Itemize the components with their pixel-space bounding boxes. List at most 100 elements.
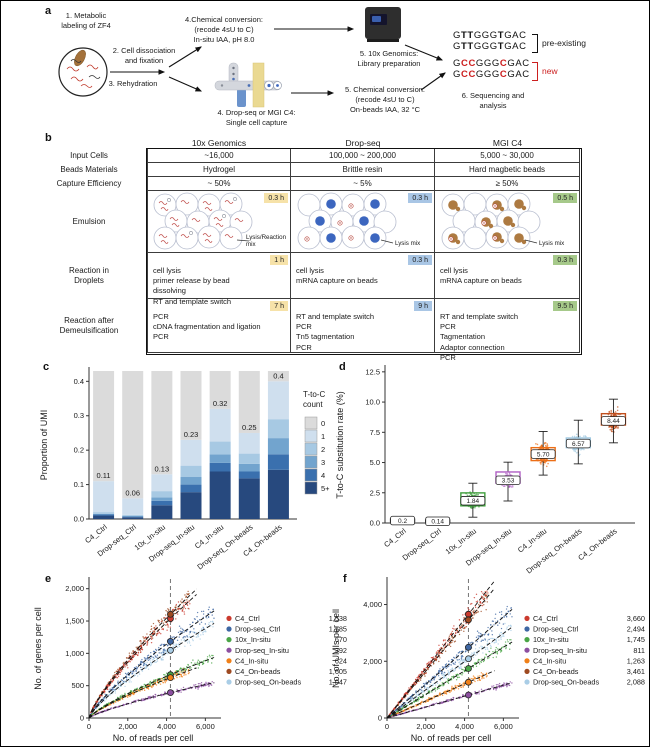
workflow-arrows — [110, 26, 446, 96]
svg-text:8.44: 8.44 — [607, 418, 620, 425]
time-tag: 0.3 h — [408, 255, 432, 266]
preexisting-label: pre-existing — [542, 38, 586, 48]
svg-text:0.1: 0.1 — [74, 480, 84, 489]
time-tag: 7 h — [270, 301, 288, 312]
cell-emulsion-dropseq: Lysis mix 0.3 h — [291, 191, 435, 253]
sequence-preexisting-read-1: GTTGGGTGAC — [453, 30, 527, 41]
svg-text:1,263: 1,263 — [627, 656, 645, 665]
svg-text:0.2: 0.2 — [74, 446, 84, 455]
time-tag: 1 h — [270, 255, 288, 266]
row-label-capture-efficiency: Capture Efficiency — [56, 179, 122, 188]
svg-text:1,538: 1,538 — [329, 614, 347, 623]
svg-text:10x_In-situ: 10x_In-situ — [444, 526, 478, 556]
time-tag: 0.3 h — [553, 255, 577, 266]
svg-text:0.0: 0.0 — [370, 519, 380, 528]
panel-c-label: c — [43, 361, 50, 373]
svg-text:count: count — [303, 400, 323, 409]
boxplot-svg: 0.0 2.5 5.0 7.5 10.0 12.5 T-to-C substitution … — [335, 365, 635, 575]
svg-text:Drop-seq_Ctrl: Drop-seq_Ctrl — [401, 526, 444, 562]
svg-text:4: 4 — [321, 471, 325, 480]
svg-text:Lysis mix: Lysis mix — [539, 240, 565, 247]
step-2-cell-dissociation: 2. Cell dissociation and fixation — [112, 46, 176, 65]
preexisting-bracket — [532, 34, 538, 53]
svg-text:0.4: 0.4 — [273, 371, 283, 380]
droplet-chip-icon — [214, 62, 282, 108]
cell-capture-dropseq: ~ 5% — [291, 177, 435, 191]
svg-text:C4_On-beads: C4_On-beads — [235, 667, 281, 676]
svg-text:0: 0 — [321, 419, 325, 428]
svg-text:1.84: 1.84 — [467, 498, 480, 505]
svg-text:No. of UMIs per cell: No. of UMIs per cell — [331, 609, 341, 688]
time-tag: 0.5 h — [553, 193, 577, 204]
step-1-metabolic-labeling: 1. Metabolic labeling of ZF4 — [61, 11, 111, 30]
column-header-mgi-c4: MGI C4 — [492, 137, 523, 148]
step-4-dropseq-mgi-capture: 4. Drop-seq or MGI C4: Single cell captu… — [217, 108, 296, 127]
reaction-steps: cell lysis mRNA capture on beads — [440, 266, 522, 286]
svg-text:4,000: 4,000 — [455, 722, 474, 731]
svg-text:4,000: 4,000 — [363, 600, 382, 609]
svg-text:1,500: 1,500 — [65, 617, 84, 626]
cell-emulsion-10x: Lysis/Reaction mix 0.3 h — [147, 191, 291, 253]
svg-text:1,745: 1,745 — [627, 635, 645, 644]
svg-text:5.0: 5.0 — [370, 458, 380, 467]
sequencer-icon — [365, 7, 401, 42]
svg-text:10x_In-situ: 10x_In-situ — [533, 635, 569, 644]
svg-text:3: 3 — [321, 458, 325, 467]
cell-reaction-after-10x: PCR cDNA fragmentation and ligation PCR … — [147, 299, 291, 353]
step-6-sequencing-analysis: 6. Sequencing and analysis — [461, 91, 525, 110]
svg-text:624: 624 — [335, 656, 347, 665]
svg-text:0.23: 0.23 — [184, 430, 199, 439]
labeled-cell-icon — [58, 47, 108, 97]
svg-text:Drop-seq_On-beads: Drop-seq_On-beads — [235, 678, 301, 687]
cell-beads-10x: Hydrogel — [147, 163, 291, 177]
cell-reaction-droplets-10x: cell lysis primer release by bead dissol… — [147, 253, 291, 306]
row-label-beads-materials: Beads Materials — [60, 165, 118, 174]
cell-reaction-after-mgi: RT and template switch PCR Tagmentation … — [435, 299, 580, 362]
row-label-input-cells: Input Cells — [70, 151, 108, 160]
substitution-rate-boxplot: 0.0 2.5 5.0 7.5 10.0 12.5 T-to-C substitution … — [329, 359, 647, 581]
cell-beads-dropseq: Brittle resin — [291, 163, 435, 177]
row-label-reaction-after-demulsification: Reaction after Demeulsification — [59, 316, 119, 335]
svg-text:C4_In-situ: C4_In-situ — [516, 526, 548, 554]
step-5-10x-library-preparation: 5. 10x Genomics: Library preparation — [357, 49, 421, 68]
genes-per-cell-scatter: 0 500 1,000 1,500 2,000 0 2,000 4,000 6,000 No. o… — [29, 571, 349, 746]
column-header-10x-genomics: 10x Genomics — [191, 137, 247, 148]
new-bracket — [532, 62, 538, 81]
svg-text:C4_Ctrl: C4_Ctrl — [382, 526, 408, 549]
time-tag: 9 h — [414, 301, 432, 312]
svg-text:3.53: 3.53 — [502, 478, 515, 485]
row-label-emulsion: Emulsion — [72, 217, 106, 226]
svg-text:C4_Ctrl: C4_Ctrl — [235, 614, 260, 623]
svg-text:1,047: 1,047 — [329, 678, 347, 687]
panel-e-label: e — [45, 573, 52, 585]
svg-text:0: 0 — [87, 722, 91, 731]
table-corner — [35, 136, 147, 149]
svg-text:0.4: 0.4 — [74, 377, 84, 386]
cell-reaction-droplets-dropseq: cell lysis mRNA capture on beads 0.3 h — [291, 253, 435, 299]
svg-text:5.70: 5.70 — [537, 451, 550, 458]
svg-text:392: 392 — [335, 646, 347, 655]
svg-text:0.06: 0.06 — [125, 488, 140, 497]
svg-text:2,000: 2,000 — [118, 722, 137, 731]
new-label: new — [542, 66, 558, 76]
svg-text:670: 670 — [335, 635, 347, 644]
svg-text:C4_On-beads: C4_On-beads — [576, 526, 619, 562]
svg-text:0: 0 — [378, 714, 382, 723]
reaction-steps: PCR cDNA fragmentation and ligation PCR — [153, 312, 261, 342]
svg-text:2,000: 2,000 — [65, 584, 84, 593]
platform-comparison-table: 10x Genomics Drop-seq MGI C4 Input Cells… — [35, 136, 580, 362]
svg-text:1,605: 1,605 — [329, 667, 347, 676]
svg-text:Proportion of UMI: Proportion of UMI — [39, 410, 49, 481]
svg-text:1,000: 1,000 — [65, 649, 84, 658]
svg-text:3,660: 3,660 — [627, 614, 645, 623]
svg-text:4,000: 4,000 — [157, 722, 176, 731]
reaction-steps: RT and template switch PCR Tagmentation … — [440, 312, 519, 362]
svg-text:Drop-seq_Ctrl: Drop-seq_Ctrl — [533, 625, 579, 634]
svg-text:Drop-seq_On-beads: Drop-seq_On-beads — [533, 678, 599, 687]
svg-text:Lysis/Reaction: Lysis/Reaction — [246, 234, 287, 241]
cell-reaction-droplets-mgi: cell lysis mRNA capture on beads 0.3 h — [435, 253, 580, 299]
